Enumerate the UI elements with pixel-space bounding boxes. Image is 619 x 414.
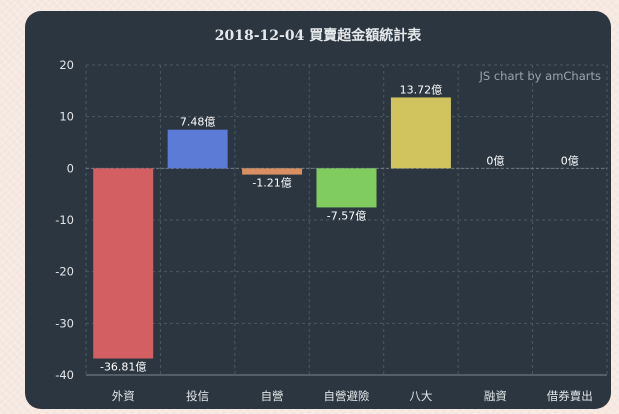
y-tick-label: -30	[55, 316, 74, 330]
data-label: -1.21億	[252, 177, 291, 190]
category-label: 自營	[261, 389, 284, 403]
data-label: 0億	[561, 154, 579, 167]
category-label: 借券賣出	[547, 389, 593, 403]
bar[interactable]	[167, 129, 228, 169]
category-label: 投信	[186, 389, 209, 403]
bar[interactable]	[93, 168, 154, 359]
data-label: 0億	[486, 154, 504, 167]
data-label: -36.81億	[100, 361, 146, 374]
category-label: 八大	[409, 389, 432, 403]
bar[interactable]	[316, 168, 377, 208]
bar[interactable]	[242, 168, 303, 175]
y-tick-label: 0	[67, 161, 74, 175]
y-tick-label: -10	[55, 213, 74, 227]
data-label: 13.72億	[400, 83, 443, 96]
y-tick-label: -20	[55, 265, 74, 279]
bar[interactable]	[390, 97, 451, 169]
category-label: 外資	[112, 389, 135, 403]
data-label: 7.48億	[180, 116, 216, 129]
y-tick-label: -40	[55, 368, 74, 382]
chart-title: 2018-12-04 買賣超金額統計表	[214, 28, 422, 44]
amcharts-credit[interactable]: JS chart by amCharts	[479, 69, 601, 83]
category-label: 自營避險	[324, 389, 370, 403]
category-label: 融資	[484, 389, 507, 403]
y-tick-label: 10	[59, 110, 74, 124]
y-tick-label: 20	[59, 58, 74, 72]
data-label: -7.57億	[327, 209, 366, 222]
